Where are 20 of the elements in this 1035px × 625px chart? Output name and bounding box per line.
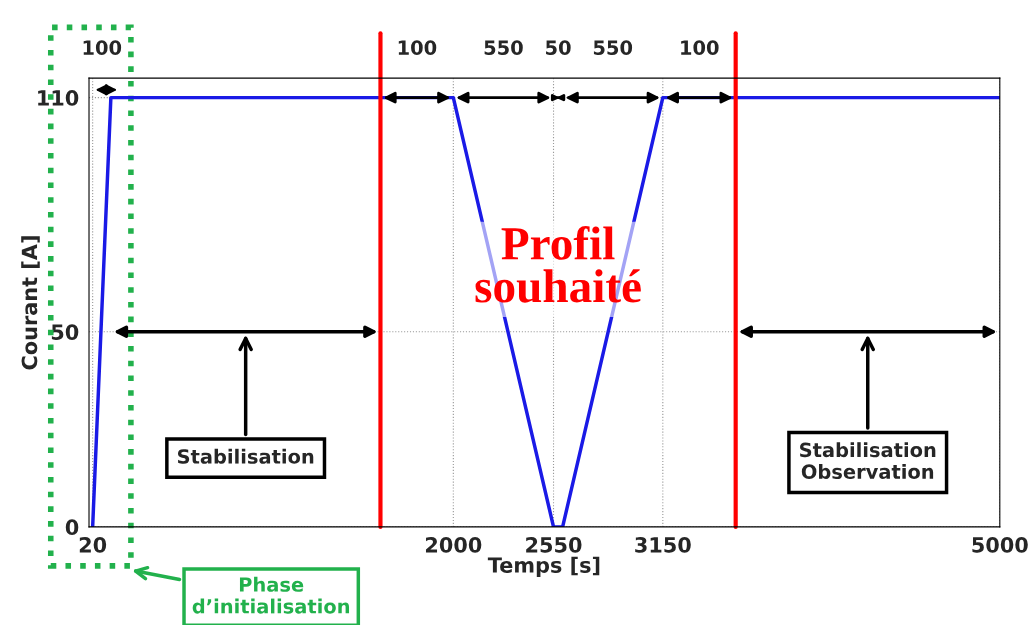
text: Phase d’initialisation	[192, 576, 350, 614]
x-axis-title: Temps [s]	[487, 556, 600, 577]
annotation: Stabilisation Observation	[800, 442, 936, 480]
x-tick-label: 5000	[972, 536, 1028, 553]
x-tick-label: 2550	[526, 536, 582, 553]
annotation: Stabilisation	[177, 448, 314, 464]
annotation: Profil souhaité	[475, 226, 641, 303]
x-tick-label: 3150	[635, 536, 691, 553]
x-tick-label: 20	[79, 536, 107, 553]
text: 550	[484, 40, 523, 55]
text: 100	[681, 40, 719, 55]
text: 550	[593, 40, 633, 55]
y-tick-label: 50	[51, 324, 79, 340]
text: 100	[398, 40, 437, 55]
x-tick-label: 2000	[425, 536, 482, 553]
text: 100	[83, 40, 122, 55]
text: 50	[546, 40, 571, 55]
y-tick-label: 110	[38, 90, 79, 106]
y-tick-label: 0	[65, 519, 79, 536]
y-axis-title: Courant [A]	[21, 236, 40, 370]
